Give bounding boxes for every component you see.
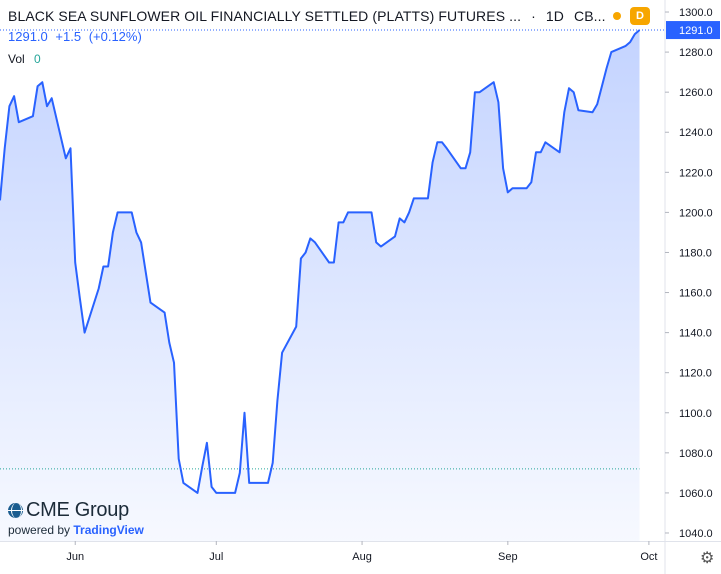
cme-globe-icon [8,503,23,518]
price-area-fill [0,30,640,541]
powered-by-line: powered by TradingView [8,523,144,537]
data-delay-badge[interactable]: D [630,7,650,25]
logo-text: CME Group [26,499,129,521]
y-tick-label: 1300.0 [679,7,713,19]
gear-icon[interactable]: ⚙ [700,550,715,567]
y-tick-label: 1140.0 [679,328,712,340]
y-tick-label: 1180.0 [679,247,712,259]
y-tick-label: 1200.0 [679,207,713,219]
price-change: +1.5 [55,29,82,44]
y-tick-label: 1220.0 [679,167,713,179]
x-tick-label: Aug [352,551,372,563]
x-tick-label: Sep [498,551,518,563]
last-price-label-bg [666,21,720,40]
chart-title: BLACK SEA SUNFLOWER OIL FINANCIALLY SETT… [8,8,606,24]
quote-line: 1291.0 +1.5 (+0.12%) [8,29,146,44]
market-status-dot [613,12,621,20]
x-tick-label: Jun [66,551,84,563]
price-change-pct: (+0.12%) [88,29,142,44]
tradingview-link[interactable]: TradingView [73,523,144,537]
interval-label[interactable]: 1D [545,8,564,24]
y-tick-label: 1160.0 [679,288,712,300]
y-tick-label: 1100.0 [679,408,712,420]
y-tick-label: 1240.0 [679,127,713,139]
y-tick-label: 1260.0 [679,87,713,99]
symbol-title: BLACK SEA SUNFLOWER OIL FINANCIALLY SETT… [8,8,522,24]
y-tick-label: 1040.0 [679,528,713,540]
title-separator: · [531,8,536,24]
y-tick-label: 1280.0 [679,47,713,59]
y-tick-label: 1080.0 [679,448,713,460]
volume-value: 0 [34,52,41,66]
powered-by-label: powered by [8,523,71,537]
volume-label: Vol [8,52,25,66]
cme-logo[interactable]: CME Group powered by TradingView [8,499,144,537]
x-tick-label: Oct [640,551,657,563]
y-tick-label: 1120.0 [679,368,712,380]
price-line-series [0,29,641,494]
volume-legend: Vol 0 [8,52,41,66]
last-price: 1291.0 [8,29,48,44]
last-price-label-text: 1291.0 [679,25,713,37]
x-tick-label: Jul [209,551,223,563]
exchange-label: CB... [573,8,606,24]
last-price-label: 1291.0 [666,21,720,40]
y-tick-label: 1060.0 [679,488,713,500]
